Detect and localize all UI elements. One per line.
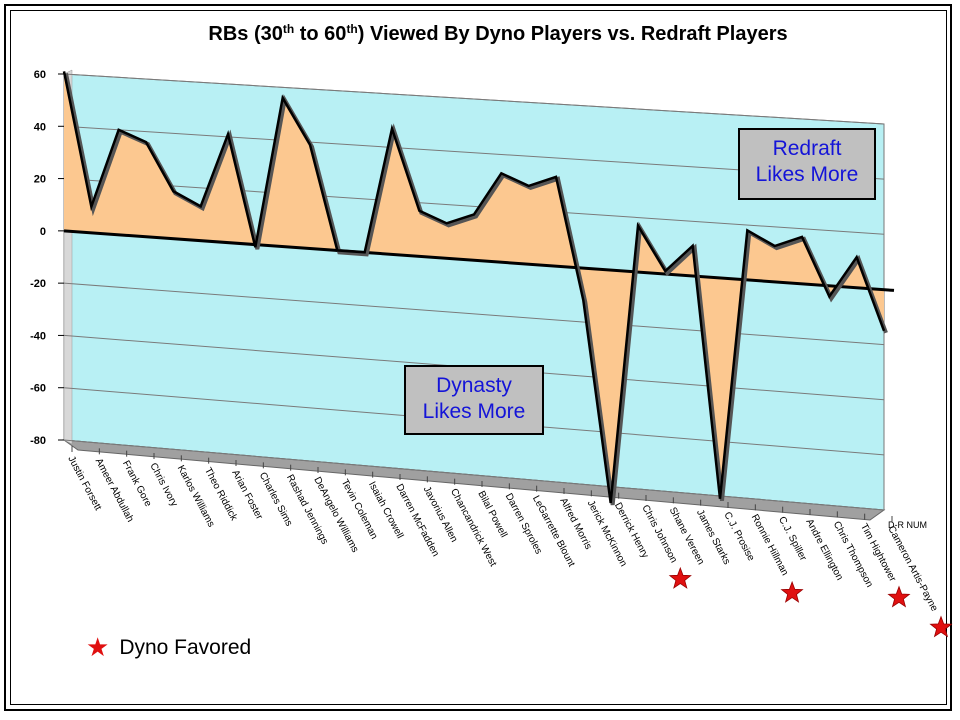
y-tick-label: -20 — [30, 278, 46, 290]
y-tick-label: 60 — [34, 69, 46, 81]
dynasty-callout-line-1: Dynasty — [436, 374, 512, 397]
gridline — [63, 282, 885, 346]
dynasty-callout-line-2: Likes More — [422, 400, 526, 423]
y-tick-label: 0 — [40, 226, 46, 238]
zero-baseline — [63, 229, 895, 292]
legend-star-icon: ★ — [86, 632, 110, 662]
series-line — [62, 71, 886, 504]
redraft-callout-line-1: Redraft — [772, 137, 842, 160]
chart-title: RBs (30th to 60th) Viewed By Dyno Player… — [208, 22, 787, 45]
inner-frame — [10, 10, 947, 705]
outer-frame — [4, 4, 952, 711]
title-sup-1: th — [283, 22, 294, 36]
dyno-favored-star-icon — [668, 566, 692, 589]
dynasty-callout: Dynasty Likes More — [404, 365, 544, 435]
y-tick-label: -40 — [30, 330, 46, 342]
legend-label: Dyno Favored — [119, 636, 252, 659]
title-part-1: RBs (30 — [208, 23, 282, 45]
gridline — [63, 439, 885, 511]
dyno-favored-star-icon — [887, 585, 911, 608]
dyno-favored-star-icon — [929, 615, 953, 638]
dyno-favored-star-icon — [780, 580, 804, 603]
y-tick-label: 40 — [34, 121, 46, 133]
legend: ★ Dyno Favored — [86, 632, 251, 663]
gridline — [63, 73, 885, 125]
title-sup-2: th — [346, 22, 357, 36]
axis-label: D-R NUM — [888, 520, 927, 530]
gridline — [63, 178, 885, 235]
redraft-callout: Redraft Likes More — [738, 128, 876, 200]
title-part-3: ) Viewed By Dyno Players vs. Redraft Pla… — [358, 23, 788, 45]
y-tick-label: -60 — [30, 383, 46, 395]
y-tick-label: 20 — [34, 174, 46, 186]
redraft-callout-line-2: Likes More — [755, 163, 859, 186]
y-tick-label: -80 — [30, 435, 46, 447]
title-part-2: to 60 — [294, 23, 346, 45]
